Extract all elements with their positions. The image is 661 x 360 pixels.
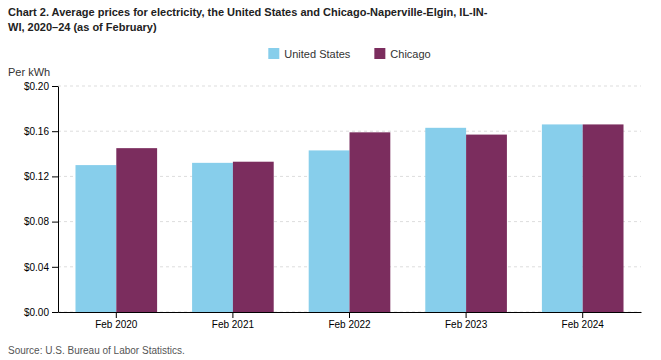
tick: Feb 2023 — [445, 312, 488, 330]
tick: $0.04 — [24, 262, 58, 273]
tick-mark — [466, 312, 467, 318]
legend: United States Chicago — [268, 48, 430, 60]
tick-label: Feb 2024 — [562, 319, 605, 330]
tick-label: Feb 2023 — [445, 319, 488, 330]
y-axis: $0.00 $0.04 $0.08 $0.12 $0.16 $0.20 — [24, 81, 59, 318]
plot: $0.00$0.04$0.08$0.12$0.16$0.20Feb 2020Fe… — [24, 81, 642, 330]
grid-line — [58, 86, 641, 87]
legend-swatch — [374, 48, 385, 59]
source: Source: U.S. Bureau of Labor Statistics. — [8, 345, 185, 356]
tick: Feb 2024 — [562, 312, 605, 330]
legend-swatch — [268, 48, 279, 59]
tick: $0.16 — [24, 126, 58, 137]
axis-line — [58, 87, 59, 313]
title: Chart 2. Average prices for electricity,… — [8, 6, 488, 33]
tick-label: $0.04 — [24, 262, 49, 273]
axis-title: Per kWh — [8, 66, 50, 78]
bars — [75, 124, 623, 312]
tick: Feb 2021 — [212, 312, 255, 330]
tick-label: $0.20 — [24, 81, 49, 92]
tick-label: $0.00 — [24, 307, 49, 318]
tick-mark — [52, 312, 58, 313]
title-line: WI, 2020–24 (as of February) — [8, 21, 157, 33]
tick-mark — [52, 222, 58, 223]
bar — [350, 132, 391, 312]
tick-label: Feb 2021 — [212, 319, 255, 330]
x-axis: Feb 2020 Feb 2021 Feb 2022 Feb 2023 Feb 2024 — [59, 312, 642, 330]
grid — [58, 86, 641, 312]
bar — [425, 128, 466, 312]
bar — [466, 135, 507, 312]
tick: Feb 2022 — [328, 312, 371, 330]
tick-label: $0.16 — [24, 126, 49, 137]
tick: $0.08 — [24, 216, 58, 227]
tick: $0.12 — [24, 171, 58, 182]
tick-mark — [52, 176, 58, 177]
bar — [233, 162, 274, 312]
bar — [192, 163, 233, 312]
tick-mark — [582, 312, 583, 318]
bar — [75, 165, 116, 312]
tick-mark — [52, 86, 58, 87]
series — [116, 124, 623, 312]
tick-mark — [116, 312, 117, 318]
tick-label: $0.12 — [24, 171, 49, 182]
title-line: Chart 2. Average prices for electricity,… — [8, 6, 488, 18]
bar — [116, 148, 157, 312]
tick: Feb 2020 — [95, 312, 138, 330]
tick-label: Feb 2020 — [95, 319, 138, 330]
bar — [583, 124, 624, 312]
legend-item: Chicago — [374, 48, 430, 60]
series — [75, 124, 582, 312]
tick-mark — [232, 312, 233, 318]
tick: $0.00 — [24, 307, 58, 318]
tick-label: $0.08 — [24, 216, 49, 227]
bar — [542, 124, 583, 312]
tick-mark — [52, 131, 58, 132]
tick: $0.20 — [24, 81, 58, 92]
tick-mark — [52, 267, 58, 268]
legend-item: United States — [268, 48, 351, 60]
bar — [309, 150, 350, 312]
legend-label: Chicago — [390, 48, 430, 60]
tick-label: Feb 2022 — [328, 319, 371, 330]
chart: Chart 2. Average prices for electricity,… — [0, 0, 661, 360]
legend-label: United States — [284, 48, 351, 60]
tick-mark — [349, 312, 350, 318]
